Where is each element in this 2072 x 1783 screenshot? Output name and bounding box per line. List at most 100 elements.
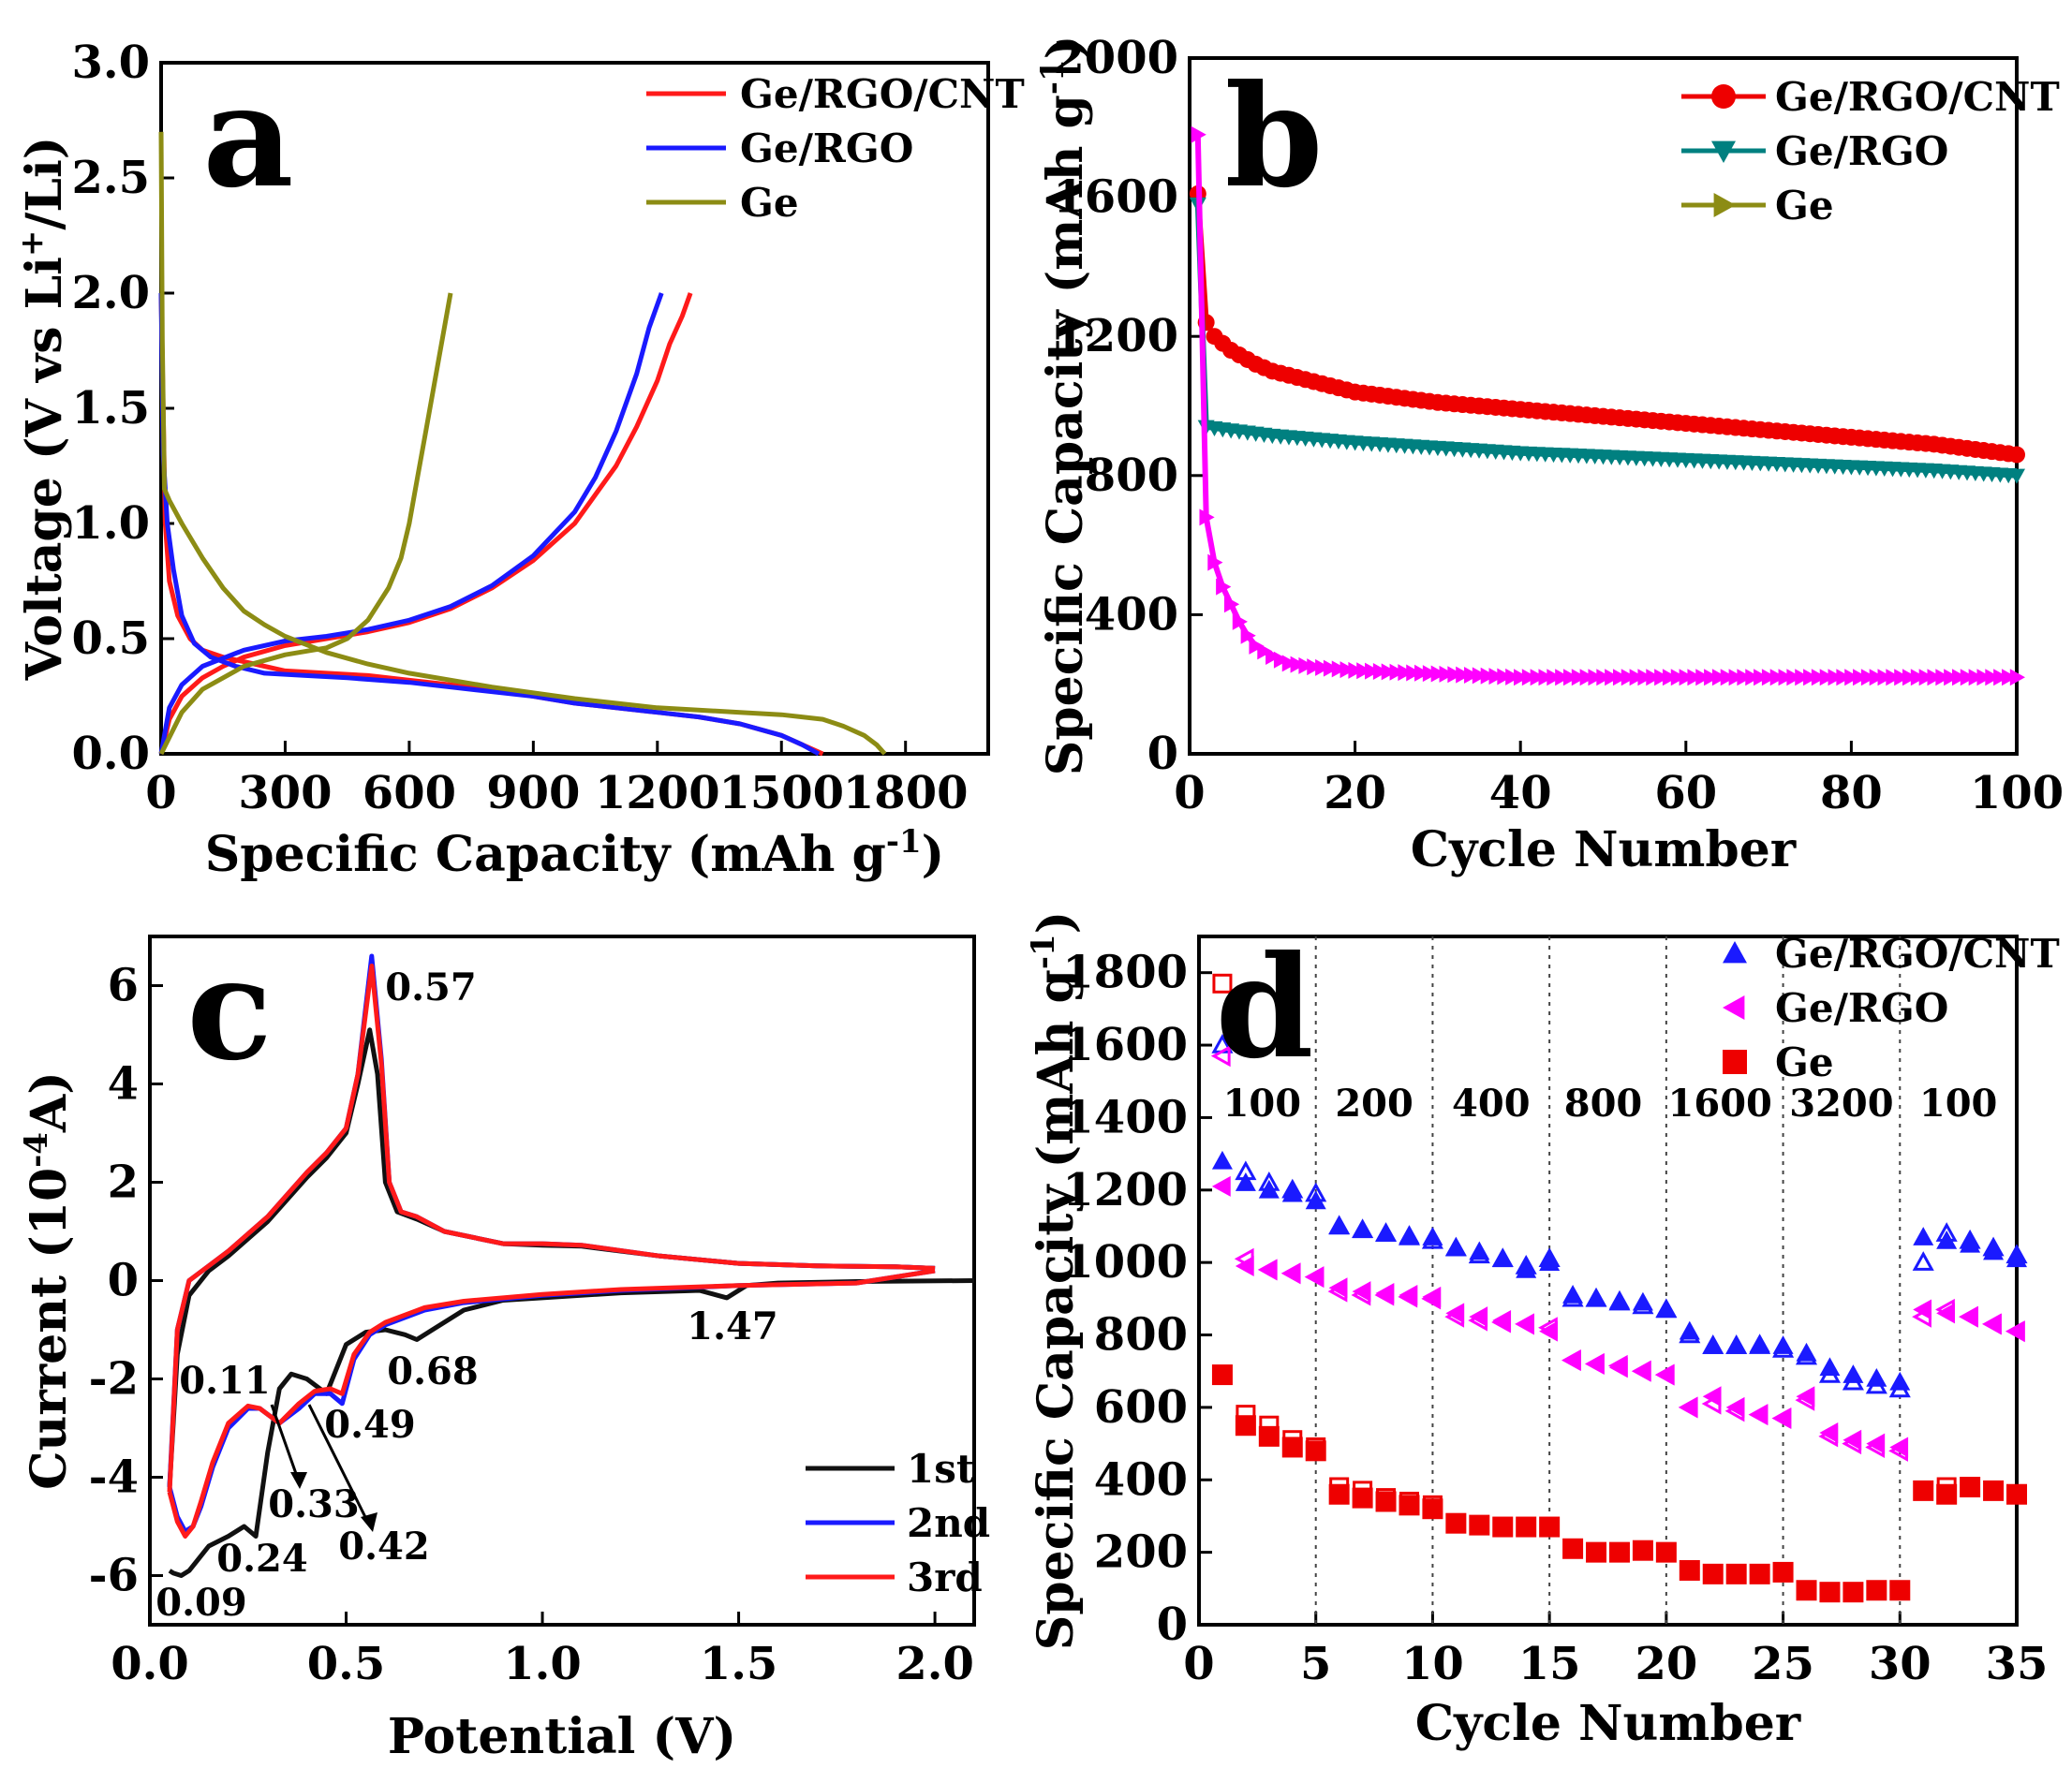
y-tick-label: 0.5 [71,612,150,665]
data-point [1307,658,1323,676]
data-point [1588,669,1604,686]
data-point [1632,1540,1653,1561]
y-axis-label: Specific Capacity (mAh g-1) [1034,37,1094,776]
data-point [2008,468,2025,484]
data-point [1464,667,1480,685]
data-point [1927,669,1943,686]
rate-label: 800 [1564,1082,1643,1126]
data-point [1737,669,1753,686]
data-point [1749,1334,1770,1352]
data-point-charge [1912,1251,1934,1271]
data-point [1596,669,1612,686]
plot-frame [1188,56,2019,756]
y-axis-label-end: /Li) [16,137,73,230]
data-point [1679,1396,1698,1418]
data-point [1399,1495,1420,1516]
annotation-label: 0.57 [385,965,476,1009]
panel-label: b [1225,54,1324,219]
data-point [1562,1538,1584,1559]
data-point [1422,1286,1442,1307]
x-tick-label: 10 [1401,1638,1464,1690]
data-point-charge [1212,973,1233,994]
data-point [1348,661,1364,679]
data-point [1761,669,1778,686]
data-point [1216,578,1232,596]
data-point [2001,669,2018,686]
y-tick-label: 200 [1094,1526,1188,1579]
data-point [1381,663,1397,681]
y-tick-label: 1200 [1062,1164,1188,1216]
y-tick-label: 0 [1147,728,1178,780]
data-point [1772,1561,1794,1583]
x-tick-label: 0 [1183,1638,1214,1690]
data-point [1562,669,1579,686]
annotation-arrow [307,1404,372,1527]
x-axis-label: Cycle Number [1411,821,1797,878]
annotation-label: 0.49 [324,1403,415,1447]
data-point [1305,1266,1325,1288]
y-tick-label: 1200 [1053,310,1178,362]
panel-label: a [202,54,293,219]
data-point [1456,666,1472,684]
data-point [1257,642,1273,660]
legend-marker [1713,193,1736,217]
data-point [1352,1281,1371,1303]
data-point [1488,668,1504,685]
x-tick-label: 60 [1654,767,1717,819]
x-tick-label: 20 [1635,1638,1697,1690]
data-point [1328,1216,1350,1235]
rate-label: 100 [1223,1082,1302,1126]
data-point [1936,1303,1955,1324]
data-point [1749,1404,1769,1425]
series-line-4 [167,1268,936,1539]
data-point [1211,1150,1233,1170]
data-point [1258,1425,1280,1447]
data-point [1447,666,1463,684]
arrow-head [290,1472,307,1489]
x-tick-label: 25 [1752,1638,1814,1690]
rate-label: 3200 [1789,1082,1893,1126]
data-point [1936,1483,1958,1505]
data-point [1492,1248,1514,1268]
x-tick-label: 0.0 [111,1638,189,1690]
data-point [1944,669,1960,686]
data-point [1445,1303,1465,1324]
data-point [1439,665,1455,683]
data-point [1819,1582,1841,1603]
rate-label: 100 [1919,1082,1998,1126]
data-point [1646,669,1662,686]
data-point [1910,669,1927,686]
data-point [1655,1541,1677,1563]
data-point [1655,1299,1677,1319]
data-point [1778,669,1794,686]
data-point [1889,1371,1911,1391]
x-tick-label: 0 [145,767,176,819]
data-point [1803,669,1819,686]
legend-label: 3rd [907,1555,983,1600]
panel-label: c [186,927,272,1092]
data-point [1571,669,1588,686]
data-point [1960,1477,1981,1497]
data-point [1632,1361,1651,1382]
y-tick-label: 2 [108,1157,139,1209]
data-point [1305,1190,1326,1210]
y-axis-label-end: ) [1028,911,1085,935]
data-point [1492,1516,1514,1538]
data-point [1281,1183,1303,1202]
data-point [1281,1262,1301,1284]
data-point [1670,669,1686,686]
y-tick-label: 6 [108,960,139,1012]
x-axis-label: Potential (V) [388,1708,736,1765]
data-point [2006,1320,2025,1342]
x-tick-label: 35 [1986,1638,2049,1690]
data-point [1281,1437,1303,1458]
legend-label: Ge/RGO/CNT [740,71,1025,117]
data-point [1516,1259,1537,1278]
panel-d: 0 5 10 15 20 25 30 35 0 200 400 600 800 1000 1200 1400 1… [1025,911,2060,1752]
y-tick-label: 800 [1094,1309,1188,1362]
data-point [2008,446,2025,464]
data-point [2006,1483,2027,1505]
data-point [1918,669,1934,686]
y-tick-label: 0 [1157,1599,1188,1651]
legend-label: Ge/RGO/CNT [1775,931,2060,977]
